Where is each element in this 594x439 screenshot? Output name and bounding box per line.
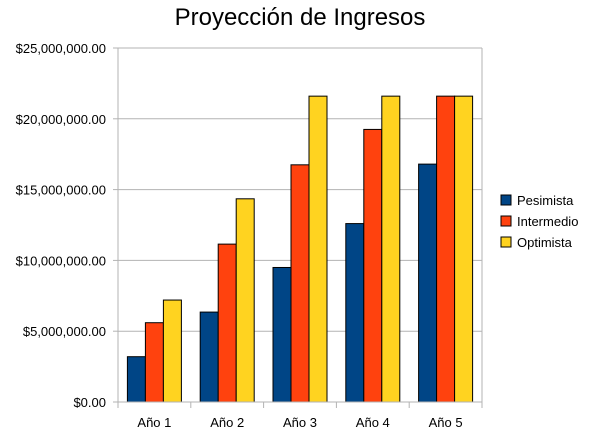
x-tick-label: Año 5 bbox=[429, 415, 463, 430]
y-tick-label: $5,000,000.00 bbox=[23, 324, 106, 339]
legend-label: Intermedio bbox=[517, 214, 578, 229]
bar-intermedio-5 bbox=[436, 95, 456, 403]
bar-optimista-1 bbox=[162, 299, 182, 403]
bar-intermedio-2 bbox=[217, 243, 237, 403]
legend-label: Pesimista bbox=[517, 193, 574, 208]
x-tick-label: Año 1 bbox=[137, 415, 171, 430]
bar-pesimista-5 bbox=[418, 163, 438, 403]
bar-intermedio-3 bbox=[290, 164, 310, 403]
x-axis-tick-labels: Año 1 Año 2 Año 3 Año 4 Año 5 bbox=[137, 415, 462, 430]
y-tick-label: $15,000,000.00 bbox=[16, 183, 106, 198]
bar-optimista-4 bbox=[381, 95, 401, 403]
bar-pesimista-2 bbox=[199, 311, 219, 403]
bar-optimista-5 bbox=[454, 95, 474, 403]
bar-intermedio-1 bbox=[144, 322, 164, 403]
x-tick-label: Año 3 bbox=[283, 415, 317, 430]
legend-label: Optimista bbox=[517, 235, 573, 250]
bar-pesimista-4 bbox=[345, 223, 365, 403]
x-tick-label: Año 2 bbox=[210, 415, 244, 430]
y-tick-label: $10,000,000.00 bbox=[16, 253, 106, 268]
bar-pesimista-1 bbox=[126, 356, 146, 403]
legend: Pesimista Intermedio Optimista bbox=[500, 193, 578, 250]
legend-swatch bbox=[500, 236, 512, 248]
legend-swatch bbox=[500, 194, 512, 206]
bar-pesimista-3 bbox=[272, 266, 292, 403]
y-tick-label: $25,000,000.00 bbox=[16, 41, 106, 56]
y-axis-tick-labels: $0.00 $5,000,000.00 $10,000,000.00 $15,000,… bbox=[16, 41, 106, 410]
bar-intermedio-4 bbox=[363, 128, 383, 403]
y-tick-label: $20,000,000.00 bbox=[16, 112, 106, 127]
bar-optimista-3 bbox=[308, 95, 328, 403]
chart-title: Proyección de Ingresos bbox=[174, 4, 426, 31]
axes bbox=[113, 47, 483, 408]
y-tick-label: $0.00 bbox=[73, 395, 106, 410]
legend-swatch bbox=[500, 215, 512, 227]
bars-group bbox=[126, 95, 474, 403]
x-tick-label: Año 4 bbox=[356, 415, 390, 430]
bar-optimista-2 bbox=[235, 198, 255, 403]
